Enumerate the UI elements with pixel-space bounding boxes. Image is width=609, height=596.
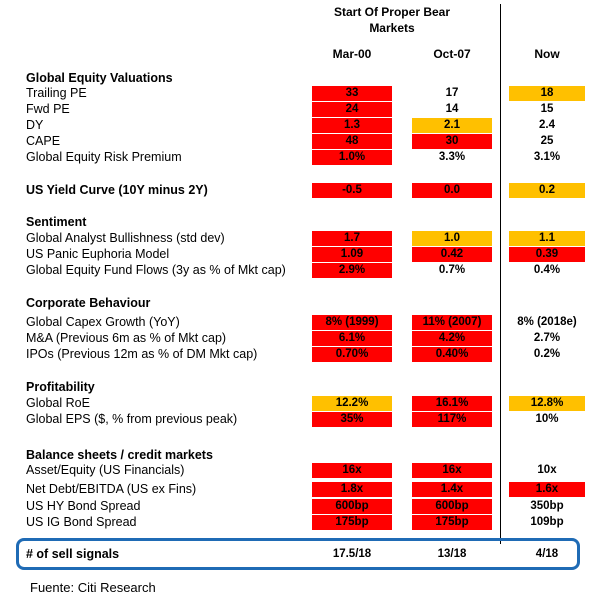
value-cell-now: 1.6x xyxy=(509,482,585,497)
value-cell-mar00: 6.1% xyxy=(312,331,392,346)
value-cell-now: 3.1% xyxy=(533,151,561,163)
value-cell-now: 0.2 xyxy=(509,183,585,198)
row-label: US HY Bond Spread xyxy=(26,499,141,513)
value-cell-oct07: 16.1% xyxy=(412,396,492,411)
row-label: US Panic Euphoria Model xyxy=(26,247,170,261)
value-cell-oct07: 600bp xyxy=(412,499,492,514)
value-cell-oct07: 117% xyxy=(412,412,492,427)
value-cell-oct07: 0.0 xyxy=(412,183,492,198)
row-label: DY xyxy=(26,118,44,132)
value-cell-mar00: 16x xyxy=(312,463,392,478)
row-label: US IG Bond Spread xyxy=(26,515,137,529)
value-cell-oct07: 17 xyxy=(445,87,459,99)
group-title: Start Of Proper Bear Markets xyxy=(333,5,451,35)
value-cell-now: 0.39 xyxy=(509,247,585,262)
sell-signals-label: # of sell signals xyxy=(26,547,120,561)
col-header-now: Now xyxy=(534,47,560,61)
sell-signals-highlight xyxy=(16,538,580,570)
row-label: Net Debt/EBITDA (US ex Fins) xyxy=(26,482,197,496)
value-cell-mar00: 1.3 xyxy=(312,118,392,133)
value-cell-now: 350bp xyxy=(530,500,564,512)
row-label: IPOs (Previous 12m as % of DM Mkt cap) xyxy=(26,347,258,361)
value-cell-oct07: 1.0 xyxy=(412,231,492,246)
value-cell-oct07: 11% (2007) xyxy=(412,315,492,330)
row-label: Global Analyst Bullishness (std dev) xyxy=(26,231,225,245)
value-cell-now: 25 xyxy=(540,135,554,147)
value-cell-now: 15 xyxy=(540,103,554,115)
value-cell-mar00: 1.7 xyxy=(312,231,392,246)
section-title: Sentiment xyxy=(26,215,87,229)
value-cell-oct07: 4.2% xyxy=(412,331,492,346)
section-title: Balance sheets / credit markets xyxy=(26,448,213,462)
value-cell-mar00: 0.70% xyxy=(312,347,392,362)
row-label: Fwd PE xyxy=(26,102,70,116)
column-divider xyxy=(500,4,501,544)
value-cell-oct07: 0.40% xyxy=(412,347,492,362)
row-label: Global RoE xyxy=(26,396,90,410)
row-label: Global Capex Growth (YoY) xyxy=(26,315,180,329)
sell-signals-oct07: 13/18 xyxy=(437,548,467,560)
value-cell-now: 0.2% xyxy=(533,348,561,360)
value-cell-now: 10x xyxy=(537,464,557,476)
value-cell-oct07: 30 xyxy=(412,134,492,149)
section-title: Global Equity Valuations xyxy=(26,71,173,85)
col-header-mar00: Mar-00 xyxy=(332,47,372,61)
value-cell-now: 18 xyxy=(509,86,585,101)
value-cell-mar00: 600bp xyxy=(312,499,392,514)
value-cell-mar00: 1.0% xyxy=(312,150,392,165)
value-cell-mar00: 8% (1999) xyxy=(312,315,392,330)
section-title: Profitability xyxy=(26,380,95,394)
value-cell-oct07: 0.7% xyxy=(438,264,466,276)
value-cell-mar00: 12.2% xyxy=(312,396,392,411)
value-cell-now: 1.1 xyxy=(509,231,585,246)
value-cell-mar00: 24 xyxy=(312,102,392,117)
value-cell-oct07: 2.1 xyxy=(412,118,492,133)
value-cell-mar00: -0.5 xyxy=(312,183,392,198)
value-cell-mar00: 1.8x xyxy=(312,482,392,497)
value-cell-mar00: 33 xyxy=(312,86,392,101)
value-cell-mar00: 48 xyxy=(312,134,392,149)
value-cell-now: 2.4 xyxy=(539,119,555,131)
value-cell-oct07: 175bp xyxy=(412,515,492,530)
value-cell-oct07: 1.4x xyxy=(412,482,492,497)
sell-signals-now: 4/18 xyxy=(535,548,559,560)
row-label: Asset/Equity (US Financials) xyxy=(26,463,185,477)
value-cell-now: 10% xyxy=(535,413,559,425)
source-note: Fuente: Citi Research xyxy=(30,580,156,595)
value-cell-now: 0.4% xyxy=(533,264,561,276)
value-cell-now: 8% (2018e) xyxy=(517,316,577,328)
value-cell-oct07: 0.42 xyxy=(412,247,492,262)
value-cell-oct07: 3.3% xyxy=(438,151,466,163)
value-cell-oct07: 14 xyxy=(445,103,459,115)
value-cell-now: 2.7% xyxy=(533,332,561,344)
row-label: Trailing PE xyxy=(26,86,87,100)
row-label: Global Equity Risk Premium xyxy=(26,150,182,164)
value-cell-mar00: 2.9% xyxy=(312,263,392,278)
value-cell-mar00: 1.09 xyxy=(312,247,392,262)
value-cell-now: 12.8% xyxy=(509,396,585,411)
value-cell-mar00: 175bp xyxy=(312,515,392,530)
value-cell-now: 109bp xyxy=(530,516,564,528)
row-label: Global Equity Fund Flows (3y as % of Mkt… xyxy=(26,263,286,277)
col-header-oct07: Oct-07 xyxy=(433,47,471,61)
section-title: Corporate Behaviour xyxy=(26,296,151,310)
row-label: M&A (Previous 6m as % of Mkt cap) xyxy=(26,331,227,345)
row-label: Global EPS ($, % from previous peak) xyxy=(26,412,238,426)
sell-signals-mar00: 17.5/18 xyxy=(332,548,372,560)
value-cell-oct07: 16x xyxy=(412,463,492,478)
row-label: CAPE xyxy=(26,134,61,148)
section-title: US Yield Curve (10Y minus 2Y) xyxy=(26,183,208,197)
value-cell-mar00: 35% xyxy=(312,412,392,427)
